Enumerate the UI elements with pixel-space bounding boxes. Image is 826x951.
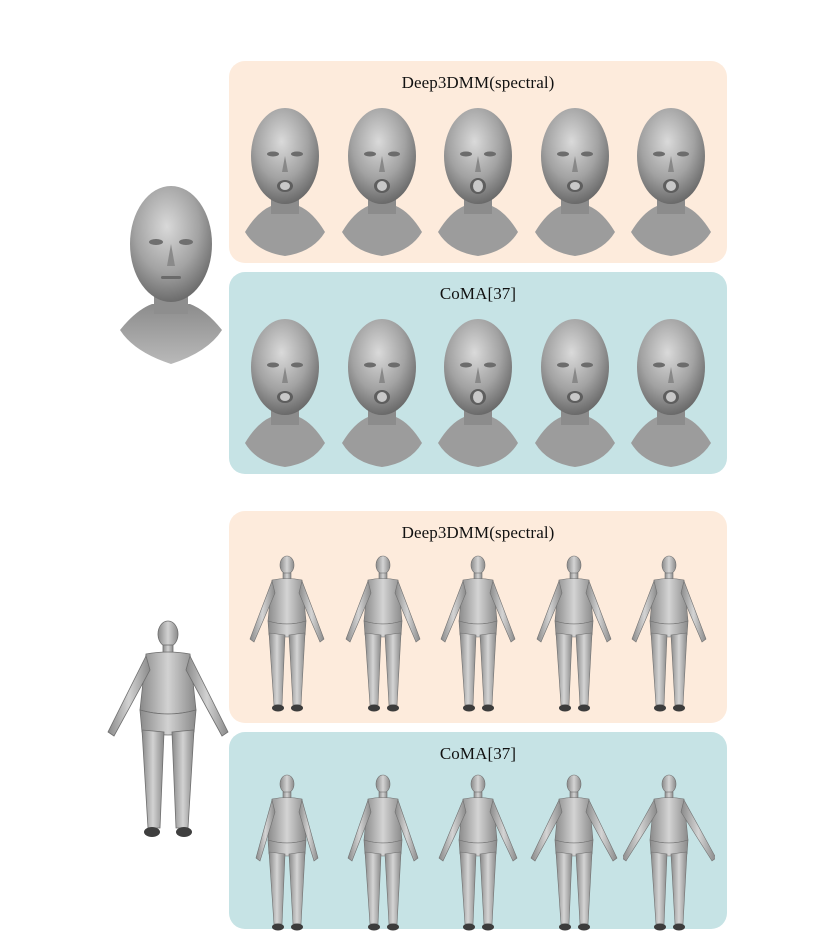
face-mesh (627, 317, 715, 467)
body-mesh (623, 555, 715, 715)
face-mesh (627, 106, 715, 256)
panel-deep3dmm-bodies: Deep3DMM(spectral) (229, 511, 727, 723)
body-mesh (623, 774, 715, 934)
body-mesh (432, 555, 524, 715)
panel-coma-bodies: CoMA[37] (229, 732, 727, 931)
face-mesh (241, 106, 329, 256)
body-mesh (241, 555, 333, 715)
panel-coma-faces: CoMA[37] (229, 272, 727, 474)
face-row (241, 317, 715, 467)
face-mesh (434, 106, 522, 256)
body-mesh (241, 774, 333, 934)
body-row (241, 555, 715, 715)
face-mesh (531, 317, 619, 467)
body-mesh (528, 555, 620, 715)
body-mesh (528, 774, 620, 934)
face-row (241, 106, 715, 256)
reference-face-mesh (118, 182, 224, 366)
body-row (241, 774, 715, 934)
panel-title: Deep3DMM(spectral) (401, 523, 555, 542)
face-mesh (338, 106, 426, 256)
face-mesh (338, 317, 426, 467)
panel-title: CoMA[37] (439, 284, 517, 303)
body-mesh (432, 774, 524, 934)
face-mesh (531, 106, 619, 256)
body-mesh (337, 555, 429, 715)
panel-deep3dmm-faces: Deep3DMM(spectral) (229, 61, 727, 263)
face-mesh (434, 317, 522, 467)
face-mesh (241, 317, 329, 467)
body-mesh (337, 774, 429, 934)
reference-body-mesh (104, 620, 232, 842)
panel-title: Deep3DMM(spectral) (401, 73, 555, 92)
panel-title: CoMA[37] (439, 744, 517, 763)
